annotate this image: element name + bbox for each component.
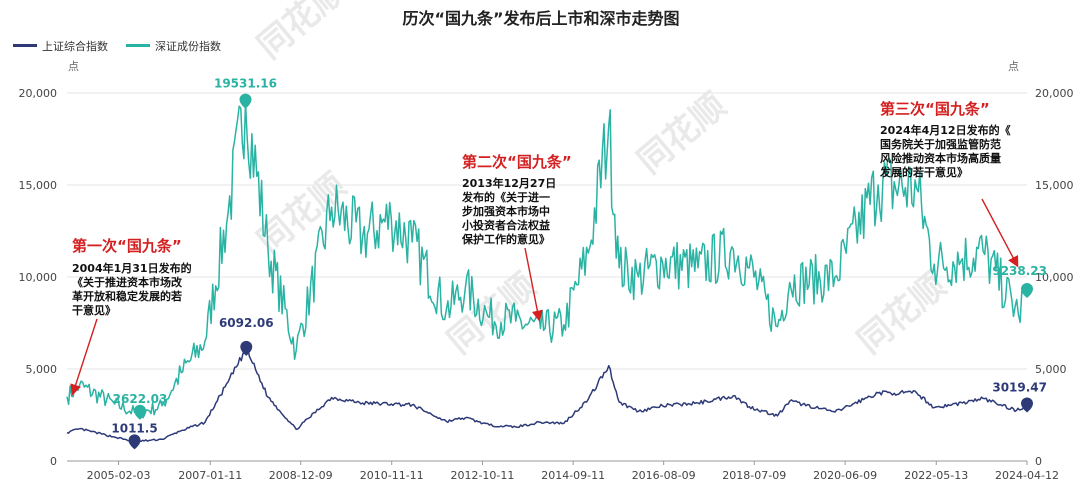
annotation-2-title: 第二次“国九条”: [462, 153, 572, 171]
chart-title: 历次“国九条”发布后上市和深市走势图: [402, 9, 679, 28]
annotation-1: 第一次“国九条” 2004年1月31日发布的 《关于推进资本市场改 革开放和稳定…: [70, 237, 192, 396]
x-tick-label-8: 2020-06-09: [813, 469, 877, 482]
annotation-2-arrow: [524, 247, 543, 322]
watermark-text-4: 同花顺: [850, 266, 954, 362]
y-tick-left-3: 15,000: [19, 179, 58, 192]
annotation-3-line-3: 风险推动资本市场高质量: [880, 151, 1001, 165]
annotation-2-line-2: 发布的《关于进一: [461, 190, 550, 204]
y-tick-right-3: 15,000: [1035, 179, 1074, 192]
watermark-text-3: 同花顺: [630, 86, 734, 182]
x-tick-label-6: 2016-08-09: [632, 469, 696, 482]
peak-label-3: 2622.03: [113, 392, 168, 406]
series-lines: [66, 100, 1028, 443]
annotation-3-line-2: 国务院关于加强监管防范: [880, 137, 1001, 151]
x-tick-label-0: 2005-02-03: [87, 469, 151, 482]
annotation-3-title: 第三次“国九条”: [880, 100, 990, 118]
series-line-sz: [66, 100, 1028, 419]
annotation-1-arrow: [70, 318, 98, 396]
peak-label-2: 3019.47: [992, 380, 1047, 394]
annotation-3-arrow: [981, 198, 1019, 268]
y-tick-right-4: 20,000: [1035, 87, 1074, 100]
legend-swatch-sh: [13, 44, 37, 47]
series-line-sh: [66, 348, 1028, 443]
annotation-1-line-1: 2004年1月31日发布的: [72, 261, 192, 275]
y-tick-right-2: 10,000: [1035, 271, 1074, 284]
peak-marker-2: [1021, 397, 1033, 413]
y-tick-left-2: 10,000: [19, 271, 58, 284]
annotation-3-line-4: 发展的若干意见》: [879, 165, 968, 179]
peak-marker-0: [128, 434, 141, 450]
peak-marker-3: [133, 404, 146, 420]
peak-label-1: 6092.06: [219, 316, 274, 330]
legend[interactable]: 上证综合指数 深证成份指数: [13, 39, 221, 53]
peak-marker-4: [239, 93, 252, 109]
y-unit-left: 点: [68, 60, 79, 73]
y-tick-right-0: 0: [1035, 455, 1042, 468]
annotation-2-line-1: 2013年12月27日: [462, 176, 556, 190]
y-tick-left-4: 20,000: [19, 87, 58, 100]
y-unit-right: 点: [1008, 60, 1019, 73]
annotation-2-line-5: 保护工作的意见》: [461, 232, 550, 246]
x-tick-label-3: 2010-11-11: [360, 469, 424, 482]
annotation-2-line-3: 步加强资本市场中: [462, 204, 550, 218]
annotation-1-title: 第一次“国九条”: [72, 237, 182, 255]
legend-label-sh[interactable]: 上证综合指数: [42, 39, 108, 53]
x-tick-label-4: 2012-10-11: [450, 469, 514, 482]
x-axis: 2005-02-03 2007-01-11 2008-12-09 2010-11-11…: [67, 460, 1059, 482]
x-tick-label-2: 2008-12-09: [269, 469, 333, 482]
peak-markers: 1011.5 6092.06 3019.47 2622.03 19531.16 9238.…: [111, 77, 1047, 450]
peak-label-5: 9238.23: [992, 264, 1047, 278]
peak-label-0: 1011.5: [111, 421, 157, 435]
x-tick-label-5: 2014-09-11: [541, 469, 605, 482]
x-tick-label-9: 2022-05-13: [904, 469, 968, 482]
annotation-3: 第三次“国九条” 2024年4月12日发布的《 国务院关于加强监管防范 风险推动…: [879, 100, 1019, 268]
y-tick-left-1: 5,000: [26, 363, 58, 376]
peak-label-4: 19531.16: [214, 77, 277, 91]
x-tick-label-10: 2024-04-12: [995, 469, 1059, 482]
annotation-1-line-4: 干意见》: [72, 303, 116, 317]
legend-swatch-sz: [126, 44, 150, 47]
y-tick-left-0: 0: [50, 455, 57, 468]
annotation-3-line-1: 2024年4月12日发布的《: [880, 123, 1011, 137]
x-tick-label-7: 2018-07-09: [722, 469, 786, 482]
legend-label-sz[interactable]: 深证成份指数: [155, 39, 221, 53]
annotation-1-line-3: 革开放和稳定发展的若: [72, 289, 182, 303]
x-tick-label-1: 2007-01-11: [178, 469, 242, 482]
annotation-1-line-2: 《关于推进资本市场改: [72, 275, 183, 289]
watermark-text-5: 同花顺: [250, 0, 354, 67]
peak-marker-5: [1021, 283, 1033, 299]
y-tick-right-1: 5,000: [1035, 363, 1067, 376]
annotation-2-line-4: 小投资者合法权益: [461, 218, 550, 232]
peak-marker-1: [240, 340, 253, 356]
annotation-2: 第二次“国九条” 2013年12月27日 发布的《关于进一 步加强资本市场中 小…: [461, 153, 572, 322]
y-axes: 0 0 5,000 5,000 10,000 10,000 15,000 15,000 20,0…: [19, 87, 1074, 468]
